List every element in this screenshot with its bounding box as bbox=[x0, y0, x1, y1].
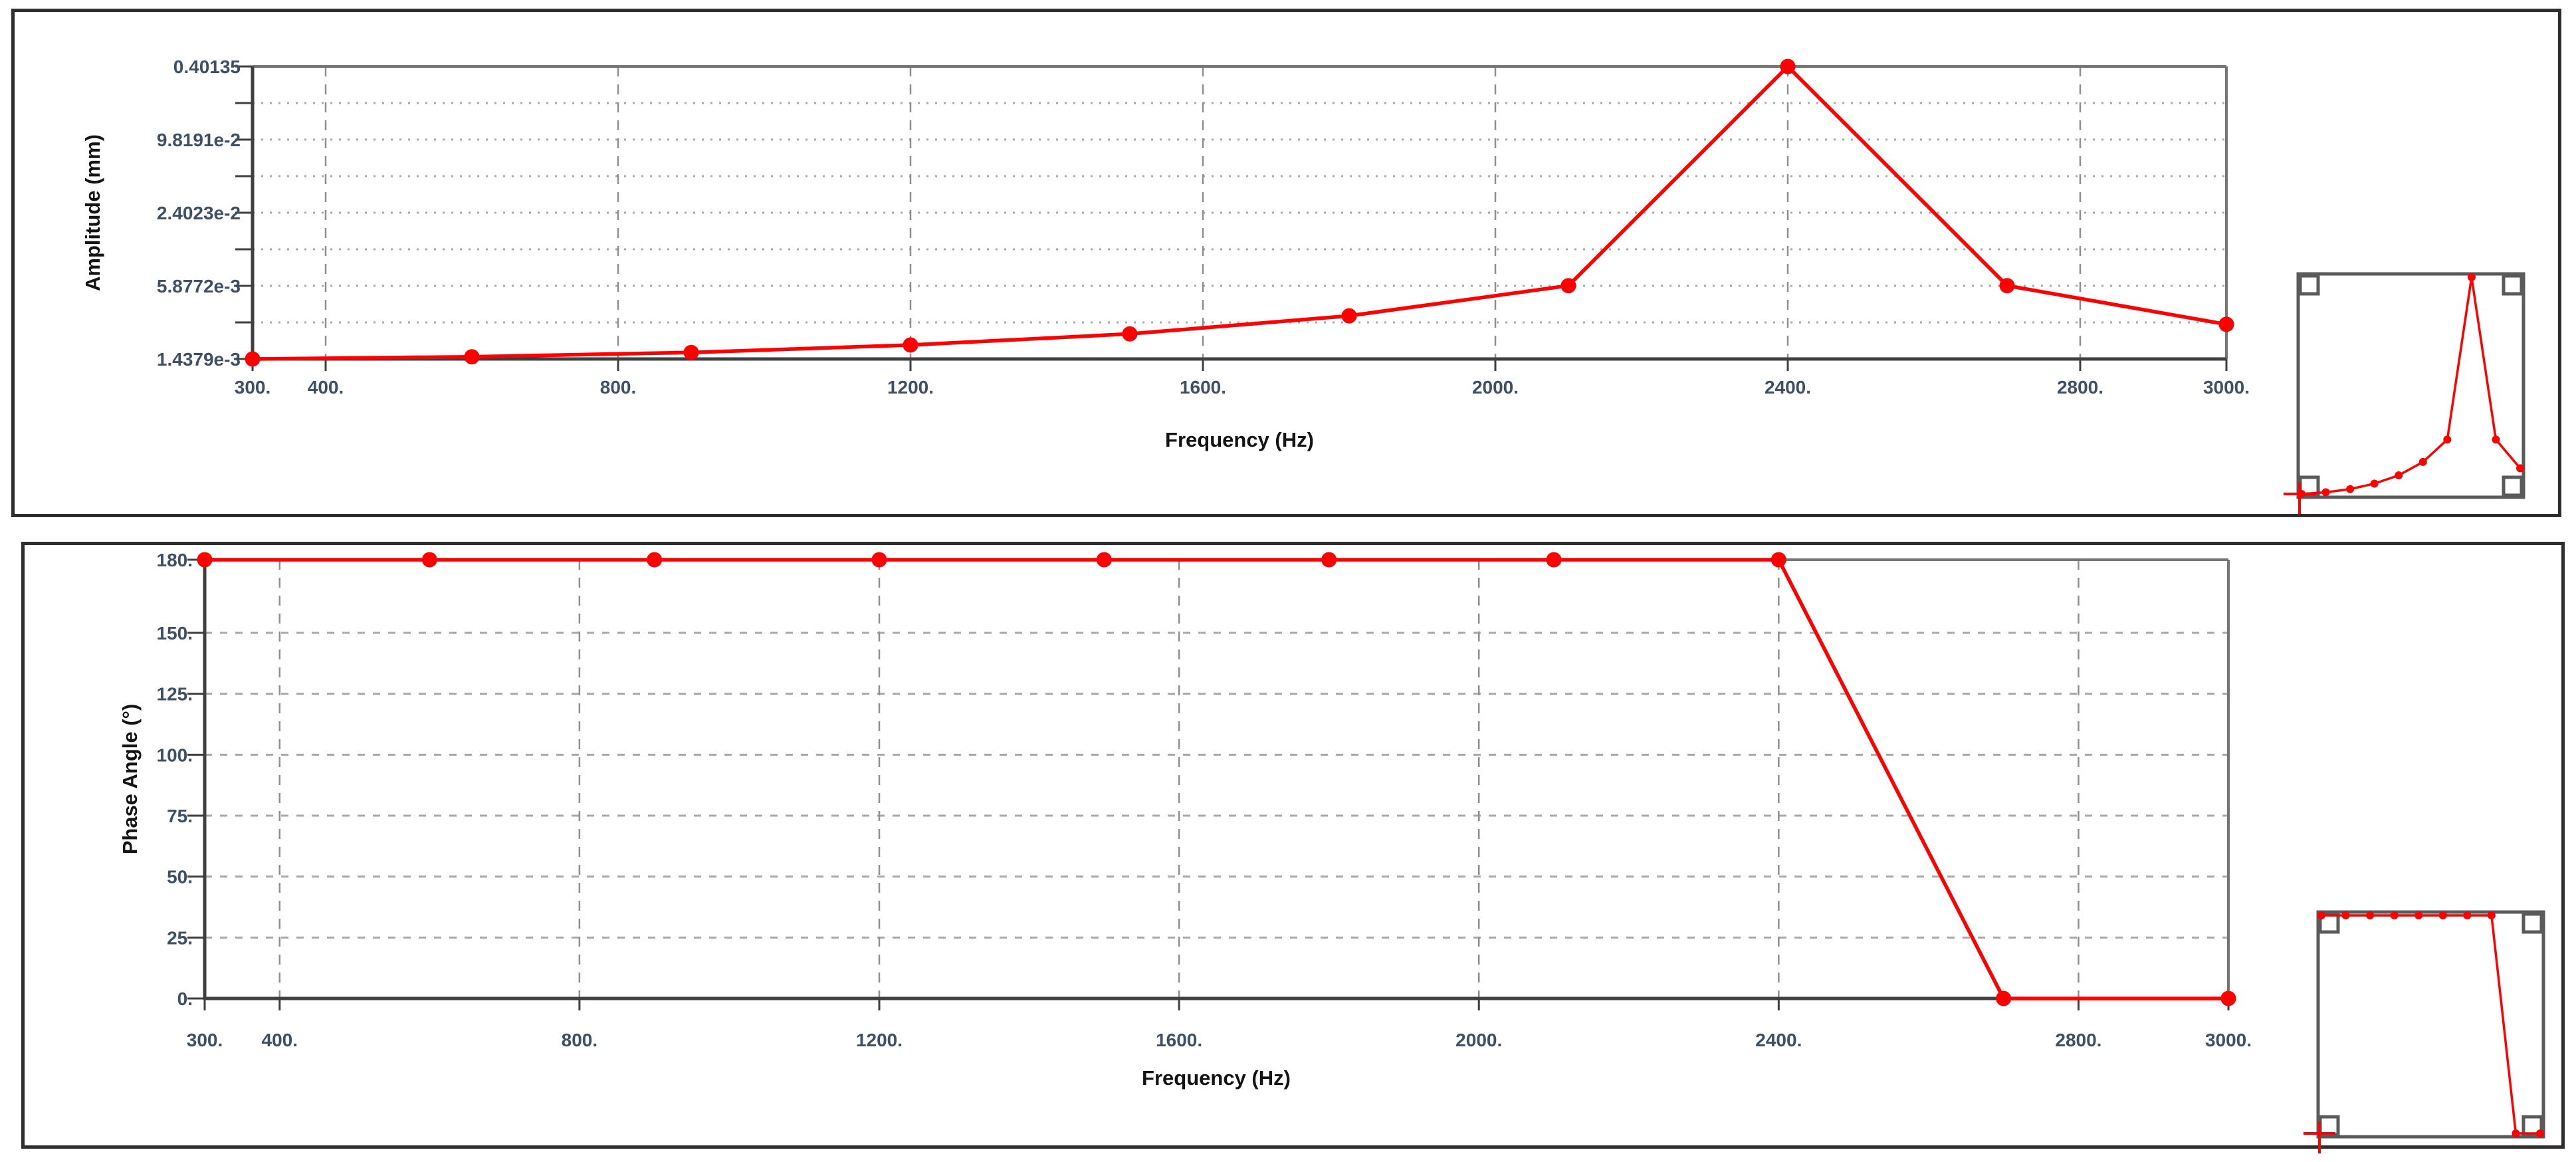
thumbnail-data-point bbox=[2516, 464, 2524, 473]
thumbnail-data-point bbox=[2395, 471, 2403, 480]
y-tick-label: 150. bbox=[157, 623, 193, 643]
x-tick-label: 1200. bbox=[887, 377, 934, 398]
amplitude-data-point bbox=[683, 344, 699, 360]
amplitude-chart-panel bbox=[11, 9, 2561, 517]
y-tick-label: 50. bbox=[167, 867, 193, 887]
x-tick-label: 800. bbox=[562, 1030, 598, 1050]
amplitude-y-axis-title: Amplitude (mm) bbox=[81, 134, 104, 291]
phase-y-axis-title: Phase Angle (°) bbox=[118, 703, 142, 855]
y-tick-label: 9.8191e-2 bbox=[157, 130, 241, 150]
thumbnail-data-point bbox=[2536, 1129, 2544, 1137]
amplitude-series-line bbox=[252, 64, 2227, 361]
y-tick-label: 0. bbox=[177, 988, 193, 1009]
x-tick-label: 800. bbox=[600, 377, 637, 398]
thumbnail-data-point bbox=[2492, 435, 2500, 444]
thumbnail-data-point bbox=[2415, 911, 2423, 919]
phase-series-line bbox=[205, 558, 2228, 1000]
thumbnail-corner-handle[interactable] bbox=[2318, 1115, 2340, 1137]
amplitude-data-point bbox=[1999, 278, 2015, 294]
amplitude-chart[interactable]: 0.40135 9.8191e-2 2.4023e-2 5.8772e-3 1.4379… bbox=[157, 57, 2250, 398]
y-tick-label: 2.4023e-2 bbox=[157, 203, 241, 223]
thumbnail-data-point bbox=[2487, 911, 2496, 919]
amplitude-data-point bbox=[1122, 326, 1138, 342]
x-tick-label: 3000. bbox=[2203, 377, 2250, 398]
phase-data-point bbox=[1771, 552, 1786, 568]
x-tick-label: 3000. bbox=[2205, 1030, 2252, 1050]
x-tick-label: 1200. bbox=[856, 1030, 903, 1050]
amplitude-pan-zoom-thumbnail[interactable] bbox=[2284, 272, 2525, 514]
x-tick-label: 2800. bbox=[2055, 1030, 2101, 1050]
amplitude-data-point bbox=[464, 349, 480, 365]
thumbnail-corner-handle[interactable] bbox=[2502, 475, 2523, 497]
x-tick-label: 2400. bbox=[1765, 377, 1811, 398]
phase-pan-zoom-thumbnail[interactable] bbox=[2304, 910, 2545, 1153]
phase-data-point bbox=[647, 552, 663, 568]
thumbnail-data-point bbox=[2418, 457, 2427, 466]
thumbnail-data-point bbox=[2463, 911, 2472, 919]
y-tick-label: 0.40135 bbox=[173, 57, 241, 77]
thumbnail-frame bbox=[2296, 272, 2525, 499]
y-tick-label: 125. bbox=[157, 684, 193, 705]
x-tick-label: 2400. bbox=[1755, 1030, 1802, 1050]
phase-chart-panel bbox=[21, 542, 2565, 1149]
thumbnail-corner-handle[interactable] bbox=[2502, 274, 2523, 296]
phase-data-point bbox=[871, 552, 887, 568]
thumbnail-data-point bbox=[2438, 911, 2447, 919]
thumbnail-data-point bbox=[2443, 435, 2452, 444]
amplitude-x-axis-title: Frequency (Hz) bbox=[1165, 428, 1314, 451]
thumbnail-data-point bbox=[2298, 490, 2306, 498]
phase-data-point bbox=[197, 552, 213, 568]
thumbnail-data-point bbox=[2467, 273, 2476, 281]
amplitude-data-point bbox=[2218, 316, 2234, 332]
phase-chart[interactable]: 180. 150. 125. 100. 75. 50. 25. 0. 300. 400. 800. 1… bbox=[157, 550, 2252, 1050]
phase-x-axis-title: Frequency (Hz) bbox=[1142, 1066, 1291, 1090]
amplitude-data-point bbox=[1780, 58, 1796, 74]
thumbnail-corner-handle[interactable] bbox=[2298, 274, 2320, 296]
phase-data-point bbox=[421, 552, 437, 568]
phase-data-point bbox=[2220, 990, 2236, 1006]
y-tick-label: 75. bbox=[167, 806, 193, 826]
thumbnail-corner-handle[interactable] bbox=[2522, 912, 2543, 934]
phase-data-point bbox=[1996, 990, 2012, 1006]
thumbnail-data-point bbox=[2321, 488, 2330, 497]
y-tick-label: 1.4379e-3 bbox=[157, 349, 241, 370]
phase-data-point bbox=[1096, 552, 1112, 568]
x-tick-label: 300. bbox=[187, 1030, 223, 1050]
x-tick-label: 300. bbox=[235, 377, 271, 398]
amplitude-data-point bbox=[1560, 278, 1576, 294]
x-tick-label: 2800. bbox=[2057, 377, 2103, 398]
amplitude-data-point bbox=[1341, 308, 1357, 324]
thumbnail-data-point bbox=[2370, 479, 2379, 488]
amplitude-data-point bbox=[903, 337, 918, 353]
phase-data-point bbox=[1546, 552, 1562, 568]
x-tick-label: 2000. bbox=[1472, 377, 1519, 398]
y-tick-label: 5.8772e-3 bbox=[157, 276, 241, 296]
y-tick-label: 180. bbox=[157, 550, 193, 570]
thumbnail-frame bbox=[2316, 910, 2545, 1139]
thumbnail-data-point bbox=[2317, 911, 2325, 919]
thumbnail-series-line bbox=[2321, 914, 2540, 1135]
y-tick-label: 25. bbox=[167, 927, 193, 948]
thumbnail-series-line bbox=[2301, 277, 2522, 495]
phase-data-point bbox=[1321, 552, 1337, 568]
x-tick-label: 400. bbox=[308, 377, 344, 398]
x-tick-label: 1600. bbox=[1180, 377, 1226, 398]
thumbnail-data-point bbox=[2390, 911, 2399, 919]
x-tick-label: 400. bbox=[262, 1030, 298, 1050]
thumbnail-data-point bbox=[2346, 485, 2355, 493]
x-tick-label: 2000. bbox=[1455, 1030, 1502, 1050]
amplitude-data-point bbox=[245, 351, 261, 367]
thumbnail-data-point bbox=[2341, 911, 2350, 919]
x-tick-label: 1600. bbox=[1156, 1030, 1202, 1050]
thumbnail-data-point bbox=[2366, 911, 2375, 919]
thumbnail-data-point bbox=[2512, 1129, 2520, 1137]
y-tick-label: 100. bbox=[157, 745, 193, 765]
